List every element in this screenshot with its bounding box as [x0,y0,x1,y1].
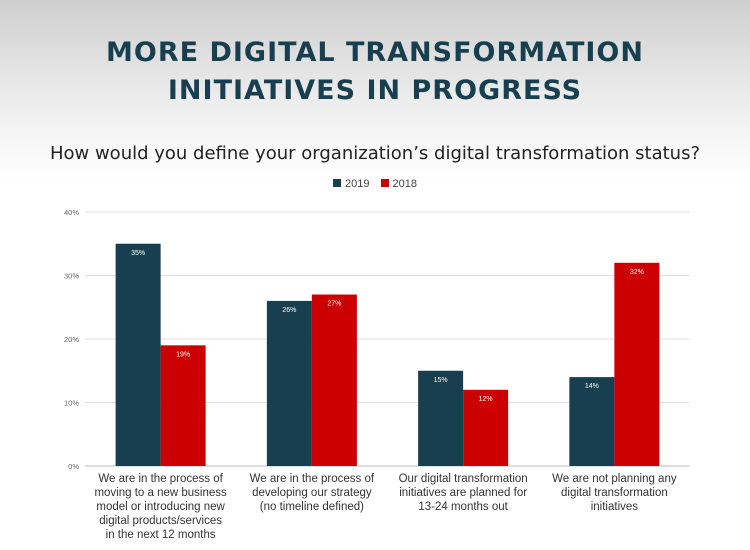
data-label-2018-3: 12% [479,396,493,403]
category-label-line: initiatives are planned for [399,487,528,499]
category-label-line: 13-24 months out [418,501,508,513]
category-label-line: in the next 12 months [105,529,216,541]
category-label-4: We are not planning any digital transform… [539,472,689,514]
chart-subtitle: How would you define your organization’s… [49,143,701,164]
category-label-line: Our digital transformation [398,473,528,485]
bar-2019-2 [266,300,312,466]
category-label-3: Our digital transformation initiatives ar… [388,472,538,514]
bar-2018-4 [614,262,660,466]
category-label-line: digital transformation [561,487,668,499]
category-label-line: We are not planning any [552,473,677,485]
data-label-2019-4: 14% [585,383,599,390]
data-label-2019-2: 26% [282,307,296,314]
legend-swatch-2018 [380,179,389,187]
category-label-line: digital products/services [99,515,222,527]
bar-2019-3 [418,370,464,466]
chart-title: MORE DIGITAL TRANSFORMATION INITIATIVES … [0,34,750,110]
data-label-2018-4: 32% [630,269,644,276]
y-tick-label: 10% [64,399,79,408]
data-label-2019-3: 15% [434,377,448,384]
y-tick-label: 30% [64,272,79,281]
legend-item-2019: 2019 [332,178,370,190]
data-label-2018-1: 19% [176,351,190,358]
category-label-line: (no timeline defined) [259,501,364,513]
legend-swatch-2019 [332,179,341,187]
category-label-1: We are in the process of moving to a new … [86,472,236,542]
bar-2018-1 [160,345,206,466]
bar-2019-4 [569,377,615,466]
y-tick-label: 0% [68,462,79,471]
category-label-line: model or introducing new [96,501,225,513]
y-tick-label: 20% [64,335,79,344]
legend-label-2018: 2018 [392,178,418,190]
legend-item-2018: 2018 [380,178,418,190]
legend-label-2019: 2019 [344,178,370,190]
data-label-2019-1: 35% [131,250,145,257]
y-tick-label: 40% [64,208,79,217]
chart-title-line-2: INITIATIVES IN PROGRESS [167,75,583,106]
data-label-2018-2: 27% [327,301,341,308]
bar-2018-2 [311,294,357,466]
bar-2018-3 [463,389,509,466]
bar-2019-1 [115,243,161,466]
chart-legend: 2019 2018 [0,178,750,190]
category-label-line: developing our strategy [252,487,372,499]
category-label-2: We are in the process of developing our s… [237,472,387,514]
category-label-line: We are in the process of [249,473,375,485]
chart-title-line-1: MORE DIGITAL TRANSFORMATION [106,37,644,68]
category-label-line: initiatives [590,501,639,513]
category-label-line: moving to a new business [94,487,227,499]
category-label-line: We are in the process of [98,473,223,485]
